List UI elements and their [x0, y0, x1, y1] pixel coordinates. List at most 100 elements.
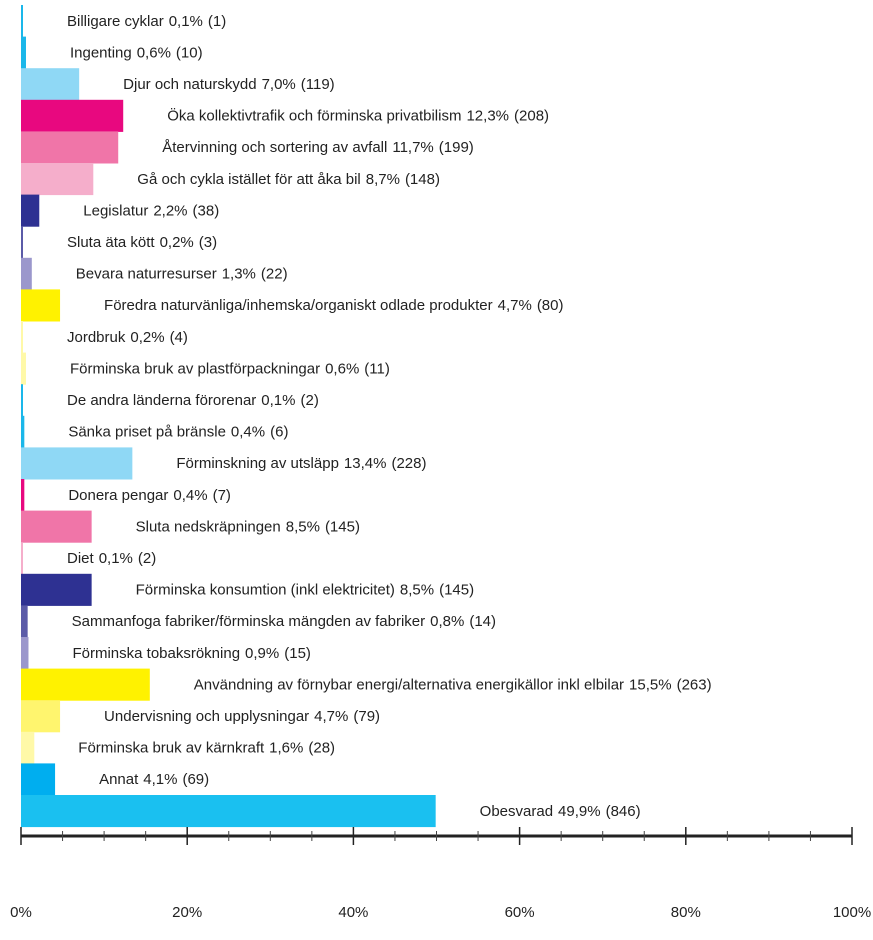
value-label: 2,2% [153, 202, 187, 219]
bar-label: Förminska bruk av kärnkraft 1,6% (28) [78, 740, 335, 757]
count-label: (199) [439, 139, 474, 156]
value-label: 4,7% [314, 708, 348, 725]
bar [21, 447, 133, 480]
bar-label: Användning av förnybar energi/alternativ… [194, 676, 712, 693]
category-label: Förminska bruk av plastförpackningar [70, 360, 320, 377]
count-label: (79) [353, 708, 380, 725]
x-tick-label: 60% [505, 904, 535, 921]
category-label: Sluta äta kött [67, 234, 155, 251]
bar-label: Undervisning och upplysningar 4,7% (79) [104, 708, 380, 725]
category-label: Ingenting [70, 44, 132, 61]
bar [21, 289, 61, 322]
bar-label: Sluta nedskräpningen 8,5% (145) [136, 518, 360, 535]
count-label: (846) [606, 803, 641, 820]
bar-label: Förminska konsumtion (inkl elektricitet)… [136, 582, 474, 599]
bar [21, 131, 119, 164]
x-tick-label: 40% [338, 904, 368, 921]
bar-label: De andra länderna förorenar 0,1% (2) [67, 392, 319, 409]
bar-label: Återvinning och sortering av avfall 11,7%… [162, 139, 474, 156]
category-label: Förminska konsumtion (inkl elektricitet) [136, 582, 395, 599]
category-label: Diet [67, 550, 95, 567]
bar-label: Diet 0,1% (2) [67, 550, 156, 567]
category-label: Gå och cykla istället för att åka bil [137, 171, 360, 188]
bar [21, 731, 35, 764]
category-label: Bevara naturresurser [76, 266, 217, 283]
bar-label: Obesvarad 49,9% (846) [480, 803, 641, 820]
bar-label: Förminskning av utsläpp 13,4% (228) [176, 455, 426, 472]
category-label: Undervisning och upplysningar [104, 708, 309, 725]
bar [21, 257, 32, 290]
bar [21, 573, 92, 606]
value-label: 0,6% [137, 44, 171, 61]
count-label: (6) [270, 424, 288, 441]
x-tick-label: 80% [671, 904, 701, 921]
count-label: (263) [677, 676, 712, 693]
category-label: Förminska tobaksrökning [72, 645, 240, 662]
bar-label: Billigare cyklar 0,1% (1) [67, 13, 226, 30]
value-label: 0,4% [173, 487, 207, 504]
value-label: 11,7% [392, 139, 433, 156]
value-label: 0,9% [245, 645, 279, 662]
value-label: 7,0% [262, 76, 296, 93]
value-label: 8,7% [366, 171, 400, 188]
bar [21, 194, 40, 227]
category-label: Djur och naturskydd [123, 76, 256, 93]
count-label: (28) [308, 740, 335, 757]
bar [21, 605, 28, 638]
bar-label: Bevara naturresurser 1,3% (22) [76, 266, 288, 283]
bar-label: Förminska tobaksrökning 0,9% (15) [72, 645, 310, 662]
bar [21, 479, 25, 512]
bar [21, 321, 23, 354]
category-label: Sammanfoga fabriker/förminska mängden av… [72, 613, 426, 630]
value-label: 12,3% [466, 108, 509, 125]
bar [21, 700, 61, 733]
bar-label: Sluta äta kött 0,2% (3) [67, 234, 217, 251]
category-label: Obesvarad [480, 803, 553, 820]
value-label: 0,2% [130, 329, 164, 346]
bar [21, 637, 29, 670]
x-tick-label: 20% [172, 904, 202, 921]
x-tick-label: 0% [10, 904, 32, 921]
bar [21, 668, 150, 701]
bar-label: Sammanfoga fabriker/förminska mängden av… [72, 613, 496, 630]
count-label: (10) [176, 44, 203, 61]
count-label: (15) [284, 645, 311, 662]
category-label: Jordbruk [67, 329, 126, 346]
bar [21, 68, 80, 101]
category-label: Donera pengar [68, 487, 168, 504]
category-label: Föredra naturvänliga/inhemska/organiskt … [104, 297, 493, 314]
count-label: (69) [182, 771, 209, 788]
bar [21, 542, 23, 575]
category-label: Förminskning av utsläpp [176, 455, 339, 472]
count-label: (4) [170, 329, 188, 346]
bar [21, 415, 25, 448]
bar-label: Annat 4,1% (69) [99, 771, 209, 788]
bar [21, 163, 94, 196]
count-label: (80) [537, 297, 564, 314]
count-label: (22) [261, 266, 288, 283]
bar-label: Sänka priset på bränsle 0,4% (6) [68, 424, 288, 441]
bar [21, 763, 56, 796]
bar [21, 795, 436, 828]
count-label: (11) [364, 360, 390, 377]
count-label: (119) [301, 76, 335, 93]
value-label: 0,1% [169, 13, 203, 30]
count-label: (228) [391, 455, 426, 472]
value-label: 0,2% [160, 234, 194, 251]
count-label: (145) [439, 582, 474, 599]
count-label: (38) [193, 202, 220, 219]
count-label: (208) [514, 108, 549, 125]
count-label: (2) [301, 392, 319, 409]
category-label: Billigare cyklar [67, 13, 164, 30]
bar-label: Legislatur 2,2% (38) [83, 202, 219, 219]
value-label: 0,8% [430, 613, 464, 630]
bar [21, 5, 23, 38]
value-label: 15,5% [629, 676, 672, 693]
value-label: 0,4% [231, 424, 265, 441]
bar [21, 36, 26, 69]
count-label: (148) [405, 171, 440, 188]
value-label: 0,1% [99, 550, 133, 567]
count-label: (3) [199, 234, 217, 251]
bar [21, 510, 92, 543]
